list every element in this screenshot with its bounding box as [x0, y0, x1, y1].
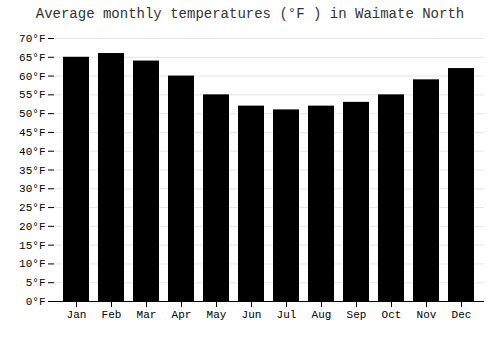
- svg-text:Oct: Oct: [382, 309, 402, 321]
- svg-text:60°F: 60°F: [19, 71, 45, 83]
- svg-text:May: May: [207, 309, 227, 321]
- svg-text:Aug: Aug: [312, 309, 332, 321]
- svg-text:0°F: 0°F: [26, 296, 46, 308]
- html-text:Average monthly temperatures (: Average monthly temperatures (°F ) in Wa…: [35, 6, 465, 22]
- svg-text:35°F: 35°F: [19, 165, 45, 177]
- svg-text:Mar: Mar: [137, 309, 157, 321]
- svg-text:25°F: 25°F: [19, 202, 45, 214]
- svg-text:Jan: Jan: [67, 309, 87, 321]
- svg-text:40°F: 40°F: [19, 146, 45, 158]
- svg-text:Apr: Apr: [172, 309, 192, 321]
- svg-text:50°F: 50°F: [19, 108, 45, 120]
- svg-text:5°F: 5°F: [26, 277, 46, 289]
- svg-text:45°F: 45°F: [19, 127, 45, 139]
- svg-text:Dec: Dec: [452, 309, 472, 321]
- svg-text:65°F: 65°F: [19, 52, 45, 64]
- svg-text:55°F: 55°F: [19, 89, 45, 101]
- svg-text:15°F: 15°F: [19, 240, 45, 252]
- svg-text:Nov: Nov: [417, 309, 437, 321]
- svg-text:30°F: 30°F: [19, 183, 45, 195]
- svg-text:70°F: 70°F: [19, 33, 45, 45]
- svg-text:Jul: Jul: [277, 309, 297, 321]
- svg-text:10°F: 10°F: [19, 258, 45, 270]
- svg-text:Jun: Jun: [242, 309, 262, 321]
- svg-text:Sep: Sep: [347, 309, 367, 321]
- svg-text:Feb: Feb: [102, 309, 122, 321]
- svg-text:20°F: 20°F: [19, 221, 45, 233]
